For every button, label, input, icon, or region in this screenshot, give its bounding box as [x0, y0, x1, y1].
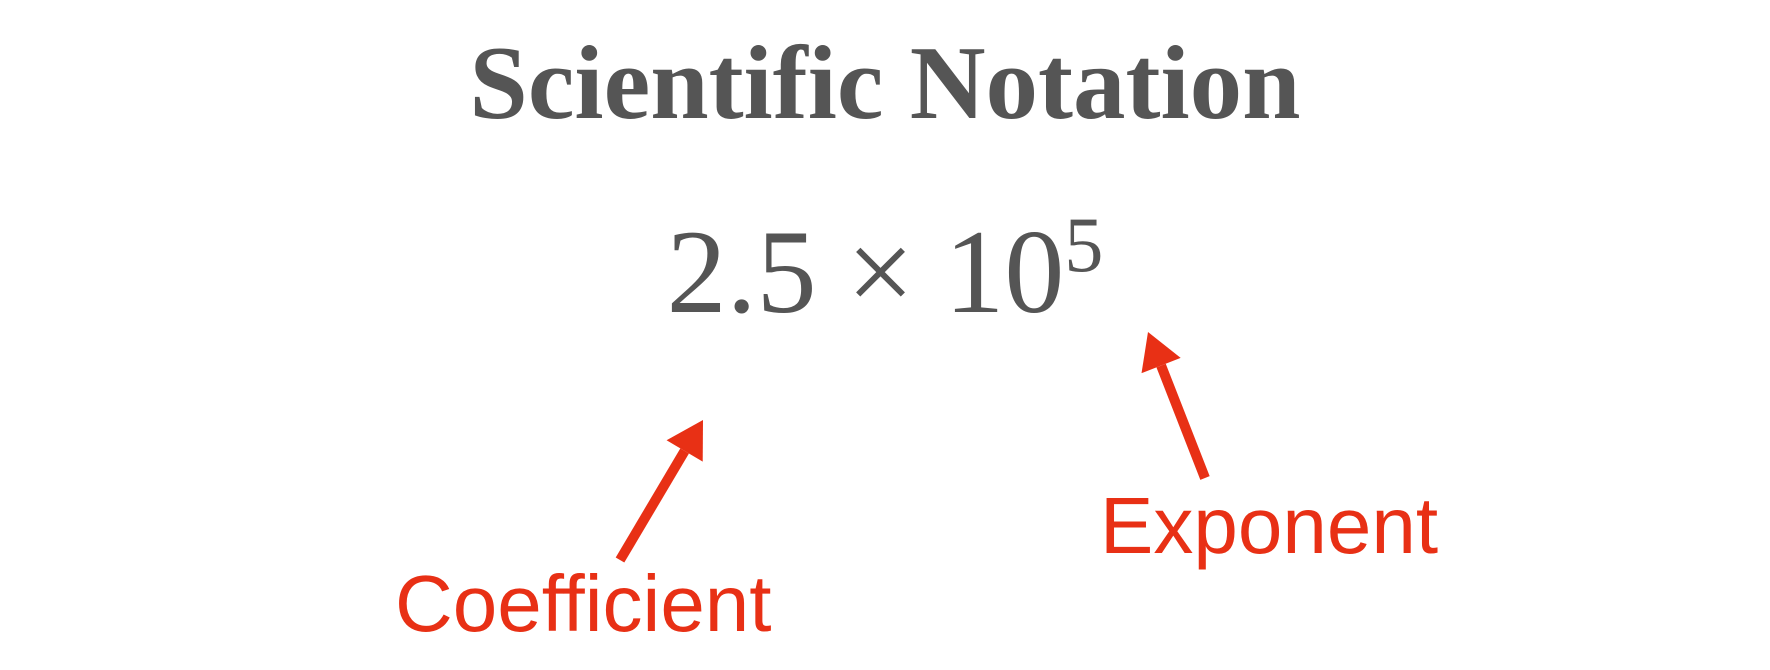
- exponent-arrow-svg: [0, 0, 1770, 670]
- exponent-arrow-icon: [1142, 332, 1205, 478]
- diagram-stage: Scientific Notation 2.5 × 105 Coefficien…: [0, 0, 1770, 670]
